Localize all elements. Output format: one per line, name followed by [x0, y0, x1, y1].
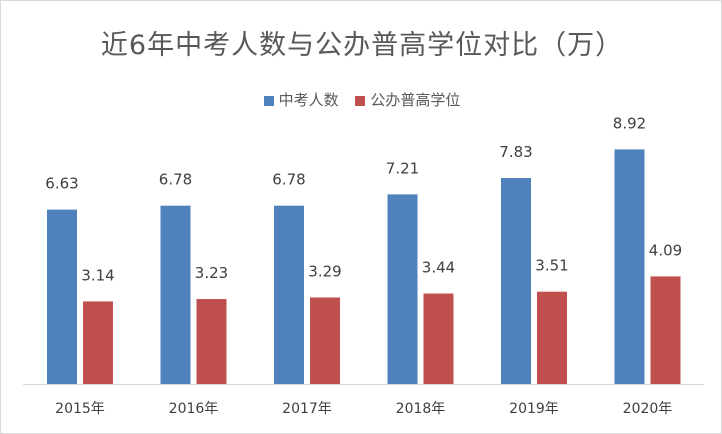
- bar-series-2-4: [423, 293, 454, 384]
- legend-swatch-series-1: [263, 96, 274, 106]
- data-label-series-1-6: 8.92: [613, 114, 646, 132]
- data-label-series-2-1: 3.14: [81, 266, 114, 284]
- x-tick-label-3: 2017年: [282, 401, 332, 417]
- bar-series-1-6: [614, 149, 645, 384]
- bar-series-1-3: [274, 205, 304, 384]
- legend-label-series-2: 公办普高学位: [370, 91, 461, 109]
- x-tick-label-2: 2016年: [169, 401, 219, 417]
- data-label-series-2-6: 4.09: [649, 241, 682, 259]
- x-tick-label-6: 2020年: [623, 401, 673, 417]
- data-label-series-2-2: 3.23: [195, 264, 228, 282]
- legend-label-series-1: 中考人数: [278, 91, 339, 109]
- bar-series-2-5: [537, 291, 567, 384]
- legend-item-series-1: 中考人数: [263, 89, 339, 110]
- data-label-series-1-4: 7.21: [386, 159, 419, 177]
- bar-series-1-2: [160, 205, 191, 384]
- bar-series-1-1: [47, 209, 77, 384]
- data-label-series-1-1: 6.63: [45, 175, 78, 193]
- x-tick-label-1: 2015年: [55, 401, 105, 417]
- data-label-series-1-2: 6.78: [159, 171, 192, 189]
- legend: 中考人数 公办普高学位: [1, 89, 722, 110]
- bar-series-2-2: [196, 299, 227, 384]
- x-tick-label-4: 2018年: [396, 401, 446, 417]
- legend-swatch-series-2: [355, 96, 366, 106]
- chart-title: 近6年中考人数与公办普高学位对比（万）: [100, 30, 624, 61]
- legend-item-series-2: 公办普高学位: [355, 89, 460, 110]
- data-label-series-1-5: 7.83: [499, 143, 532, 161]
- x-tick-label-5: 2019年: [509, 401, 559, 417]
- data-label-series-2-5: 3.51: [535, 257, 568, 275]
- data-label-series-2-4: 3.44: [422, 259, 455, 277]
- bar-series-2-6: [650, 276, 681, 384]
- bar-series-2-1: [83, 301, 113, 384]
- data-label-series-1-3: 6.78: [272, 171, 305, 189]
- bar-series-2-3: [310, 297, 340, 384]
- bar-series-1-4: [387, 194, 418, 384]
- bar-series-1-5: [501, 178, 531, 384]
- data-label-series-2-3: 3.29: [308, 262, 341, 280]
